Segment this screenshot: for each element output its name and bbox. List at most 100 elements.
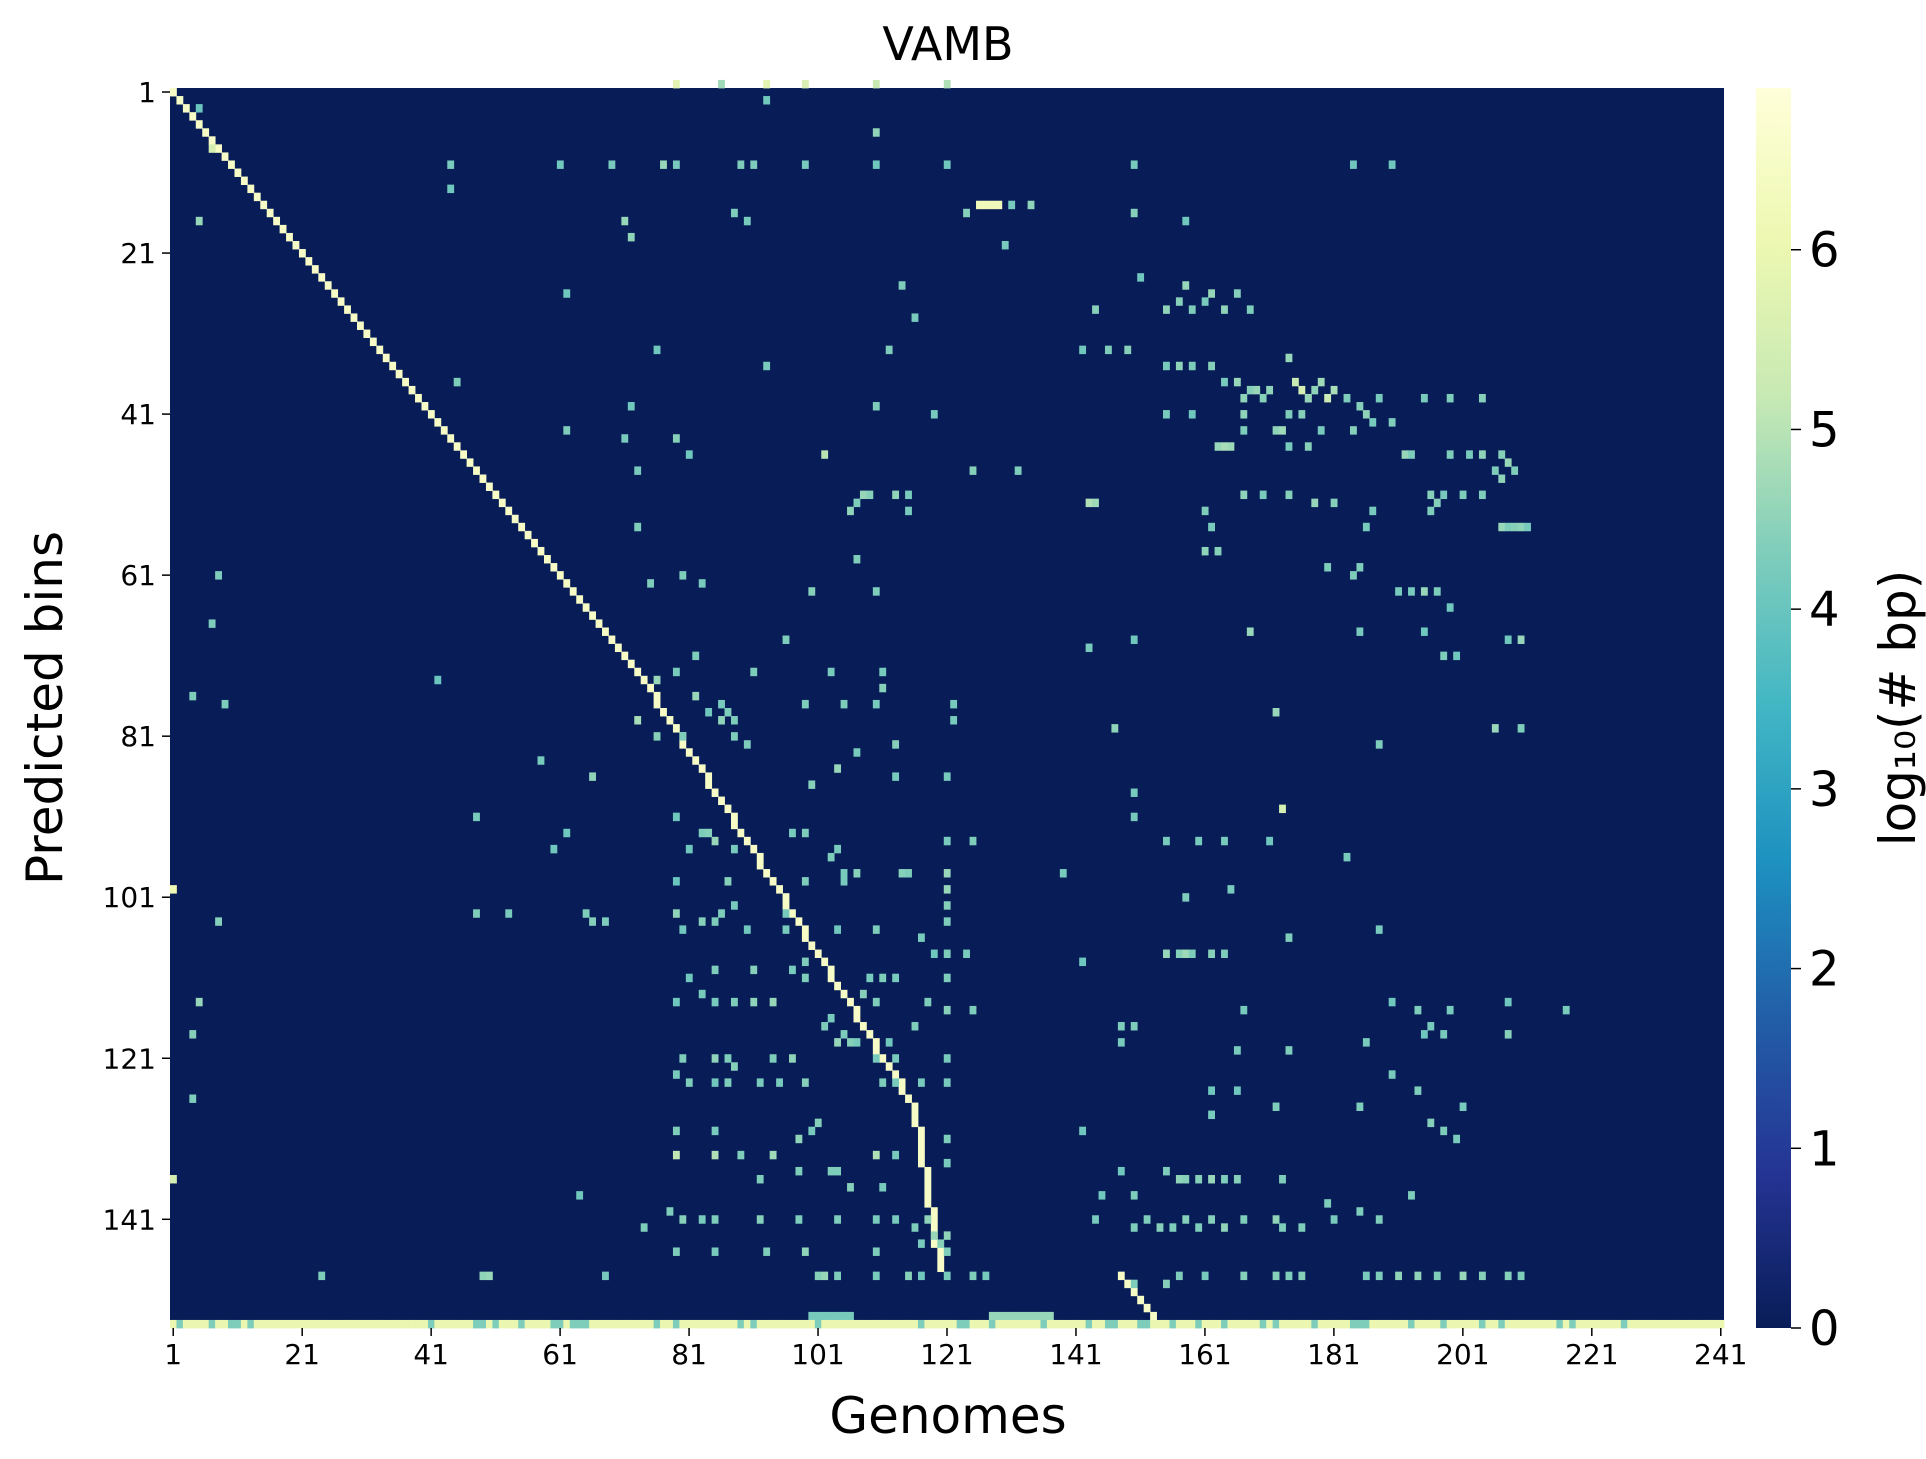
match-cell	[872, 79, 880, 89]
diagonal-cell	[305, 257, 313, 266]
match-cell	[711, 997, 719, 1007]
unbinned-cell	[827, 1319, 835, 1329]
unbinned-cell	[318, 1319, 326, 1329]
diagonal-cell	[937, 1263, 945, 1273]
unbinned-cell	[1685, 1319, 1693, 1329]
match-cell	[1130, 208, 1138, 218]
match-cell	[1085, 498, 1093, 508]
unbinned-cell	[382, 1319, 390, 1329]
unbinned-cell	[1375, 1319, 1383, 1329]
match-cell	[1478, 450, 1486, 459]
match-cell	[730, 1062, 738, 1071]
diagonal-cell	[453, 442, 461, 451]
match-cell	[1279, 426, 1286, 435]
match-cell	[834, 1215, 842, 1224]
diagonal-cell	[556, 571, 564, 580]
diagonal-cell	[234, 168, 242, 177]
diagonal-cell	[795, 917, 803, 926]
match-cell	[853, 869, 861, 878]
match-cell	[1440, 651, 1448, 661]
unbinned-cell	[737, 1319, 745, 1329]
match-cell	[1163, 949, 1170, 959]
match-cell	[718, 716, 725, 725]
x-tick-label: 161	[1178, 1338, 1231, 1371]
diagonal-cell	[350, 313, 358, 322]
unbinned-cell	[685, 1319, 693, 1329]
diagonal-cell	[518, 522, 526, 532]
unbinned-cell	[1027, 1319, 1035, 1329]
unbinned-cell	[1588, 1319, 1596, 1329]
match-cell	[1459, 490, 1467, 500]
match-cell	[853, 1038, 861, 1047]
match-cell	[879, 1183, 887, 1192]
diagonal-cell	[666, 716, 674, 725]
match-cell	[1059, 869, 1067, 878]
diagonal-cell	[724, 804, 732, 814]
match-cell	[1408, 450, 1415, 459]
colorbar-tick-label: 1	[1809, 1121, 1840, 1177]
match-cell	[1201, 297, 1209, 306]
match-cell	[1420, 1030, 1428, 1039]
diagonal-cell	[318, 273, 326, 282]
y-tick-label: 41	[120, 398, 156, 431]
match-cell	[1169, 1223, 1177, 1232]
match-cell	[879, 973, 887, 983]
unbinned-cell	[1420, 1319, 1428, 1329]
diagonal-cell	[917, 1134, 925, 1144]
match-cell	[1298, 1271, 1306, 1281]
match-cell	[1491, 724, 1499, 733]
diagonal-cell	[705, 772, 713, 781]
diagonal-cell	[789, 909, 796, 918]
match-cell	[943, 1271, 951, 1281]
match-cell	[1446, 450, 1454, 459]
unbinned-cell	[228, 1319, 235, 1329]
unbinned-cell	[1214, 1319, 1222, 1329]
match-cell	[847, 1038, 854, 1047]
unbinned-cell	[898, 1319, 906, 1329]
match-cell	[827, 852, 835, 862]
match-cell	[821, 450, 829, 459]
match-cell	[730, 732, 738, 741]
match-cell	[1014, 466, 1022, 475]
match-cell	[1272, 708, 1280, 717]
y-tick-label: 81	[120, 720, 156, 753]
unbinned-cell	[363, 1319, 371, 1329]
match-cell	[1188, 410, 1196, 419]
diagonal-cell	[1150, 1311, 1157, 1321]
diagonal-cell	[337, 297, 345, 306]
unbinned-cell	[195, 1319, 203, 1329]
unbinned-cell	[1633, 1319, 1641, 1329]
diagonal-cell	[653, 699, 661, 709]
match-cell	[840, 1030, 848, 1039]
diagonal-cell	[602, 627, 609, 636]
match-cell	[1259, 393, 1267, 403]
match-cell	[801, 877, 809, 886]
unbinned-cell	[1072, 1319, 1080, 1329]
diagonal-cell	[640, 675, 648, 685]
match-cell	[1175, 361, 1183, 371]
match-cell	[943, 772, 951, 781]
unbinned-cell	[1053, 1319, 1061, 1329]
unbinned-cell	[982, 1319, 990, 1329]
unbinned-cell	[924, 1319, 932, 1329]
unbinned-cell	[743, 1319, 751, 1329]
match-cell	[672, 1150, 680, 1160]
diagonal-cell	[266, 208, 274, 218]
match-cell	[943, 973, 951, 983]
match-cell	[698, 828, 706, 838]
diagonal-cell	[924, 1199, 932, 1208]
diagonal-cell	[1130, 1287, 1138, 1297]
unbinned-cell	[872, 1319, 880, 1329]
match-cell	[840, 869, 848, 878]
unbinned-cell	[569, 1319, 577, 1329]
y-tick-label: 101	[103, 881, 156, 914]
diagonal-cell	[208, 136, 216, 145]
unbinned-cell	[1640, 1319, 1648, 1329]
match-cell	[872, 699, 880, 709]
match-cell	[711, 836, 719, 846]
match-cell	[1163, 410, 1170, 419]
unbinned-cell	[1137, 1319, 1145, 1329]
match-cell	[1182, 893, 1190, 902]
colorbar-tick-label: 0	[1809, 1301, 1840, 1357]
unbinned-cell	[1556, 1319, 1564, 1329]
